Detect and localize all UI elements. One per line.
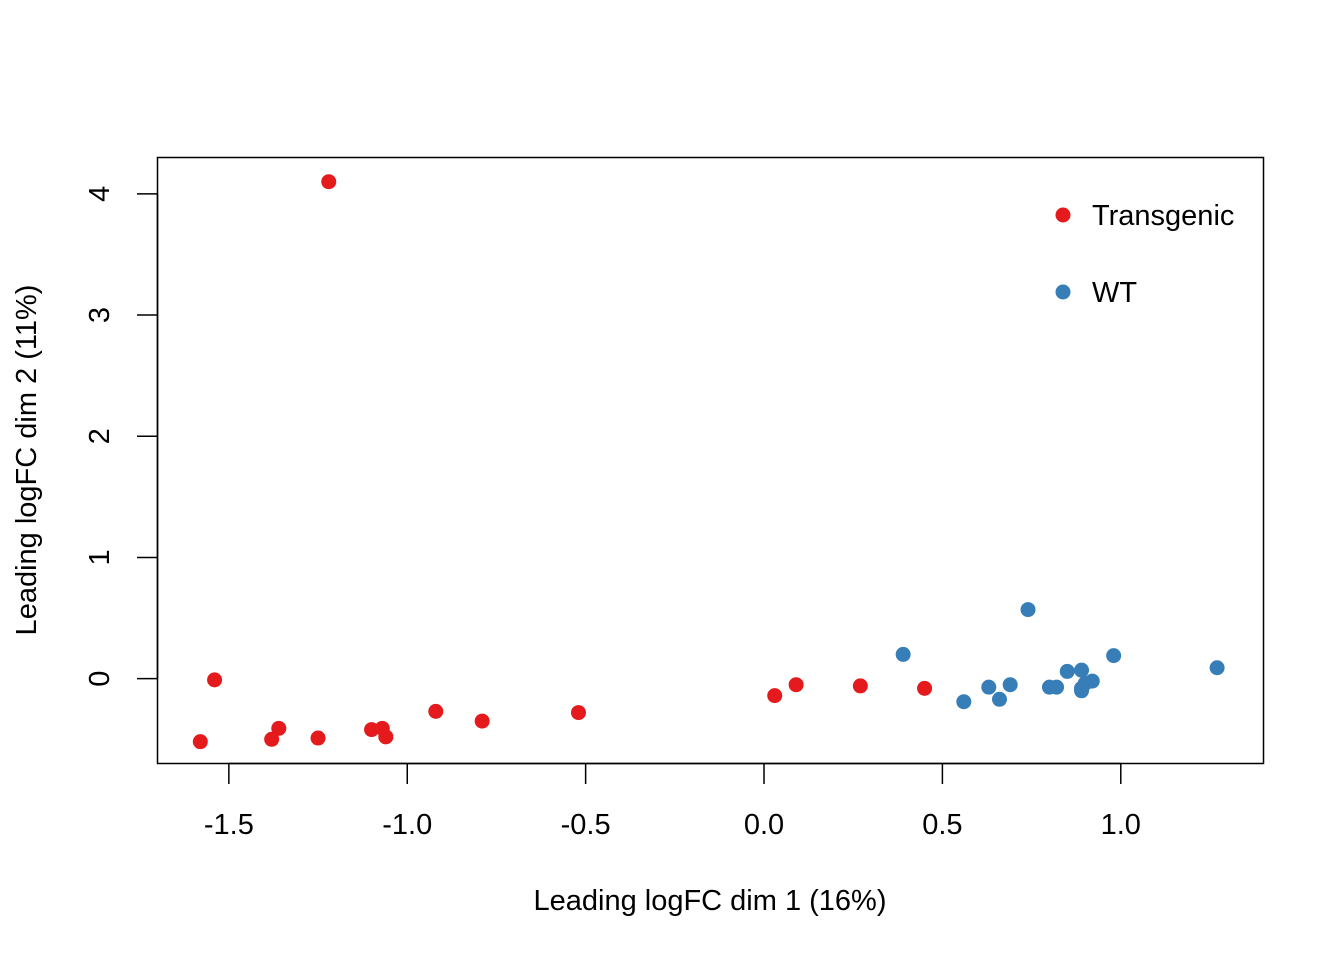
x-tick-label: 0.5 [922,809,962,841]
point-transgenic [474,713,490,729]
point-transgenic [207,672,223,688]
point-transgenic [767,688,783,704]
point-transgenic [378,729,394,745]
legend-label-transgenic: Transgenic [1092,200,1234,232]
legend-marker-wt [1055,284,1071,300]
point-wt [1020,602,1036,618]
y-axis-label: Leading logFC dim 2 (11%) [11,285,43,636]
point-transgenic [271,720,287,736]
point-wt [1002,677,1018,693]
y-tick-label: 2 [84,428,116,444]
point-wt [895,646,911,662]
point-transgenic [917,680,933,696]
point-wt [956,694,972,710]
legend-marker-transgenic [1055,207,1071,223]
legend: Transgenic WT [1055,200,1234,309]
point-wt [1209,660,1225,676]
x-tick-label: -1.0 [382,809,432,841]
y-tick-label: 1 [84,549,116,565]
point-transgenic [788,677,804,693]
point-transgenic [310,730,326,746]
point-wt [1059,663,1075,679]
data-points [192,174,1225,750]
point-wt [1049,679,1065,695]
x-tick-label: 0.0 [744,809,784,841]
point-transgenic [321,174,337,190]
y-tick-label: 0 [84,671,116,687]
point-transgenic [428,703,444,719]
point-wt [991,691,1007,707]
point-transgenic [264,731,280,747]
legend-label-wt: WT [1092,277,1137,309]
x-axis: -1.5 -1.0 -0.5 0.0 0.5 1.0 [204,762,1141,841]
point-wt [1074,662,1090,678]
point-wt [981,679,997,695]
point-transgenic [570,705,586,721]
x-tick-label: -0.5 [561,809,611,841]
point-transgenic [852,678,868,694]
point-wt [1106,648,1122,664]
plot-frame [156,156,1265,765]
x-tick-label: -1.5 [204,809,254,841]
point-wt [1084,673,1100,689]
point-transgenic [192,734,208,750]
x-tick-label: 1.0 [1101,809,1141,841]
y-tick-label: 3 [84,307,116,323]
x-axis-label: Leading logFC dim 1 (16%) [533,885,886,917]
y-tick-label: 4 [84,186,116,202]
